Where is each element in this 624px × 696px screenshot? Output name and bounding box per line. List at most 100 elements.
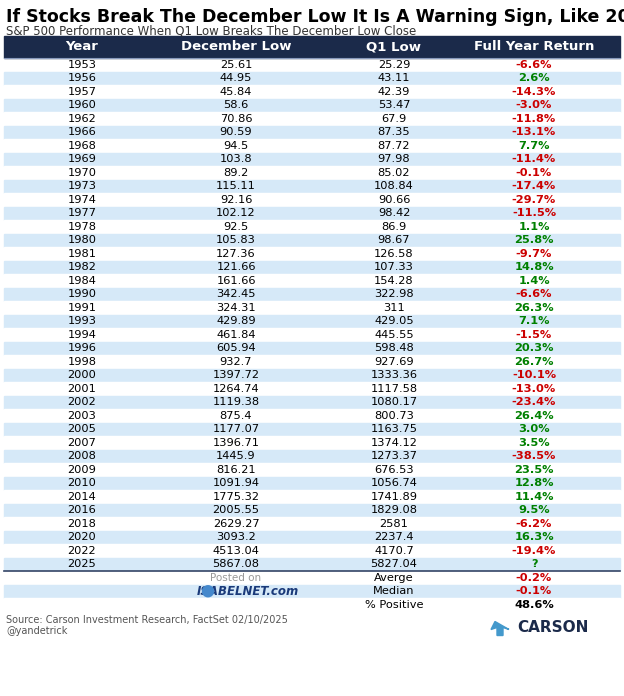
Bar (4, 36, 620, 58)
Text: 5867.08: 5867.08 (213, 560, 260, 569)
Text: 26.3%: 26.3% (514, 303, 554, 313)
Text: -14.3%: -14.3% (512, 87, 556, 97)
Text: 45.84: 45.84 (220, 87, 252, 97)
Bar (4, 233, 620, 247)
Bar (4, 58, 620, 72)
Bar (4, 477, 620, 490)
Text: 1991: 1991 (67, 303, 97, 313)
Text: 16.3%: 16.3% (514, 532, 554, 542)
Text: -23.4%: -23.4% (512, 397, 556, 407)
Text: 1974: 1974 (67, 195, 97, 205)
Text: 12.8%: 12.8% (514, 478, 553, 489)
Text: 107.33: 107.33 (374, 262, 414, 272)
Text: 92.5: 92.5 (223, 222, 248, 232)
Text: 2.6%: 2.6% (518, 73, 550, 84)
Text: 1968: 1968 (67, 141, 97, 151)
Text: 87.35: 87.35 (378, 127, 411, 137)
Text: 605.94: 605.94 (216, 343, 256, 354)
Text: 97.98: 97.98 (378, 155, 411, 164)
Text: 43.11: 43.11 (378, 73, 410, 84)
Text: 342.45: 342.45 (217, 290, 256, 299)
Text: 1741.89: 1741.89 (371, 492, 417, 502)
Text: 3.5%: 3.5% (518, 438, 550, 448)
Text: 1445.9: 1445.9 (216, 451, 256, 461)
Bar (4, 450, 620, 463)
Text: 1775.32: 1775.32 (213, 492, 260, 502)
Text: 2018: 2018 (67, 519, 97, 529)
Text: 44.95: 44.95 (220, 73, 252, 84)
Text: 1990: 1990 (67, 290, 97, 299)
Bar (4, 260, 620, 274)
Bar (4, 544, 620, 557)
Text: 2002: 2002 (67, 397, 96, 407)
Text: -0.1%: -0.1% (516, 586, 552, 596)
Text: Full Year Return: Full Year Return (474, 40, 594, 54)
Text: 85.02: 85.02 (378, 168, 410, 177)
Text: 42.39: 42.39 (378, 87, 410, 97)
Text: 103.8: 103.8 (220, 155, 252, 164)
Text: 2025: 2025 (67, 560, 96, 569)
Bar (4, 72, 620, 85)
Text: 121.66: 121.66 (217, 262, 256, 272)
Text: 90.66: 90.66 (378, 195, 410, 205)
Text: 1962: 1962 (67, 113, 96, 124)
Text: 2005: 2005 (67, 425, 97, 434)
Text: 932.7: 932.7 (220, 357, 252, 367)
Text: -38.5%: -38.5% (512, 451, 556, 461)
Polygon shape (491, 622, 509, 635)
Text: 98.42: 98.42 (378, 208, 410, 219)
Text: 2001: 2001 (67, 383, 97, 394)
Text: 1977: 1977 (67, 208, 97, 219)
Text: 927.69: 927.69 (374, 357, 414, 367)
Text: 11.4%: 11.4% (514, 492, 553, 502)
Bar (4, 422, 620, 436)
Text: 1960: 1960 (67, 100, 97, 110)
Text: 1969: 1969 (67, 155, 97, 164)
Text: -6.6%: -6.6% (516, 290, 552, 299)
Text: -11.5%: -11.5% (512, 208, 556, 219)
Circle shape (203, 586, 213, 596)
Bar (4, 274, 620, 287)
Text: 2022: 2022 (67, 546, 96, 555)
Text: 1993: 1993 (67, 316, 97, 326)
Text: Source: Carson Investment Research, FactSet 02/10/2025: Source: Carson Investment Research, Fact… (6, 615, 288, 626)
Text: 1970: 1970 (67, 168, 97, 177)
Text: 1177.07: 1177.07 (212, 425, 260, 434)
Bar (4, 287, 620, 301)
Text: -0.2%: -0.2% (516, 573, 552, 583)
Text: 154.28: 154.28 (374, 276, 414, 286)
Text: CARSON: CARSON (517, 619, 588, 635)
Text: 2581: 2581 (379, 519, 409, 529)
Text: 800.73: 800.73 (374, 411, 414, 421)
Text: 2009: 2009 (67, 465, 97, 475)
Text: 2020: 2020 (67, 532, 96, 542)
Bar (4, 571, 620, 585)
Text: 1264.74: 1264.74 (213, 383, 260, 394)
Text: 3.0%: 3.0% (518, 425, 550, 434)
Text: 1980: 1980 (67, 235, 97, 245)
Text: 127.36: 127.36 (216, 248, 256, 259)
Text: Year: Year (66, 40, 99, 54)
Text: 1953: 1953 (67, 60, 97, 70)
Text: 1966: 1966 (67, 127, 96, 137)
Text: 816.21: 816.21 (216, 465, 256, 475)
Text: 1981: 1981 (67, 248, 97, 259)
Text: -11.8%: -11.8% (512, 113, 556, 124)
Text: 1333.36: 1333.36 (371, 370, 417, 380)
Bar (4, 180, 620, 193)
Bar (4, 530, 620, 544)
Text: 58.6: 58.6 (223, 100, 248, 110)
Bar (4, 166, 620, 180)
Text: % Positive: % Positive (365, 600, 423, 610)
Text: 322.98: 322.98 (374, 290, 414, 299)
Text: 2007: 2007 (67, 438, 97, 448)
Text: December Low: December Low (181, 40, 291, 54)
Text: 26.4%: 26.4% (514, 411, 554, 421)
Text: 98.67: 98.67 (378, 235, 410, 245)
Text: -1.5%: -1.5% (516, 330, 552, 340)
Text: 1978: 1978 (67, 222, 97, 232)
Text: 105.83: 105.83 (216, 235, 256, 245)
Text: 9.5%: 9.5% (518, 505, 550, 515)
Text: 67.9: 67.9 (381, 113, 407, 124)
Text: 1396.71: 1396.71 (213, 438, 260, 448)
